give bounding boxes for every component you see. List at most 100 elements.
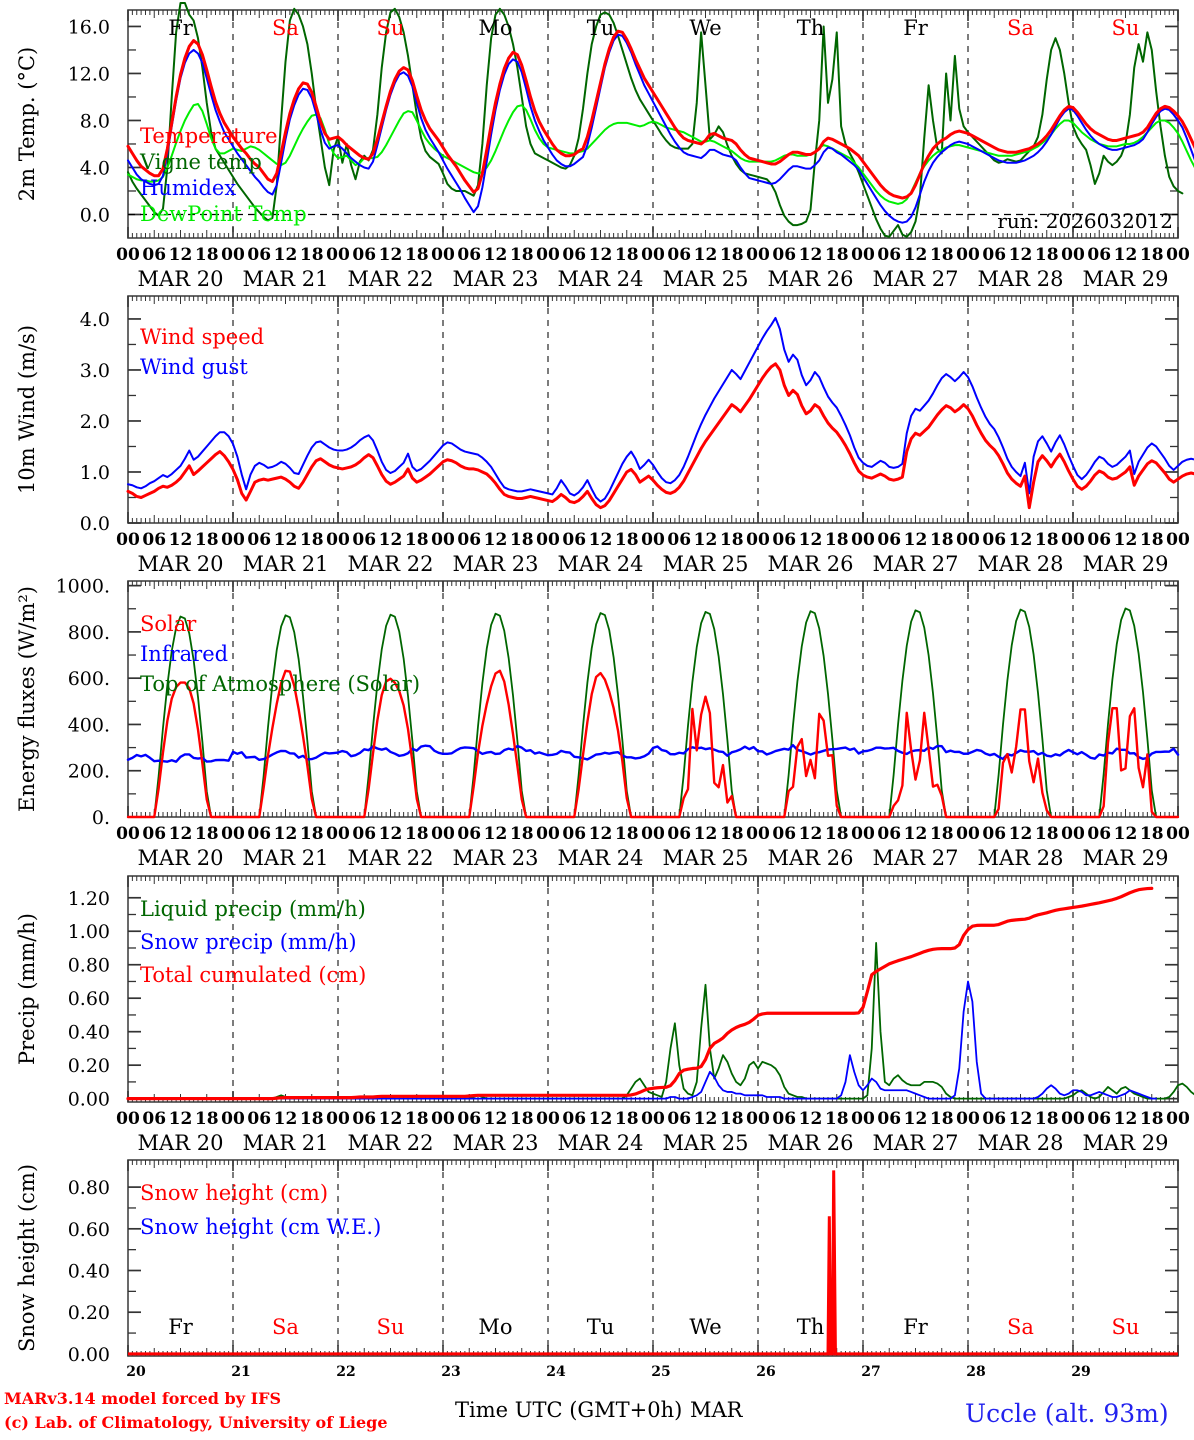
hour-tick-label: 12 <box>484 245 508 265</box>
hour-tick-label: 12 <box>799 1109 823 1129</box>
hour-tick-label: 00 <box>221 530 245 550</box>
hour-tick-label: 12 <box>589 245 613 265</box>
date-tick-label: MAR 27 <box>873 1131 959 1155</box>
hour-tick-label: 06 <box>562 824 586 844</box>
hour-tick-label: 00 <box>746 1109 770 1129</box>
weekday-label-bottom-1: Sa <box>272 1315 299 1339</box>
hour-tick-label: 00 <box>746 824 770 844</box>
weekday-label-top-4: Tu <box>587 16 615 40</box>
hour-tick-label: 00 <box>1166 1109 1190 1129</box>
hour-tick-label: 12 <box>379 530 403 550</box>
xaxis-labels-precip: 00 06 12 18 00 06 12 18 00 06 12 18 00 06 12 18 00 06 12 18… <box>116 1109 1190 1155</box>
day-number-20: 20 <box>126 1364 146 1380</box>
date-tick-label: MAR 25 <box>663 1131 749 1155</box>
ytick-label: 0.20 <box>68 1055 110 1077</box>
legend-item-wind-0: Wind speed <box>140 325 264 349</box>
hour-tick-label: 06 <box>457 530 481 550</box>
hour-tick-label: 06 <box>1087 824 1111 844</box>
xaxis-title: Time UTC (GMT+0h) <box>455 1398 682 1422</box>
hour-tick-label: 06 <box>562 530 586 550</box>
legend-item-precip-2: Total cumulated (cm) <box>140 963 366 987</box>
weekday-label-top-9: Su <box>1112 16 1140 40</box>
hour-tick-label: 12 <box>694 1109 718 1129</box>
hour-tick-label: 00 <box>956 824 980 844</box>
hour-tick-label: 00 <box>221 1109 245 1129</box>
date-tick-label: MAR 24 <box>558 1131 644 1155</box>
hour-tick-label: 00 <box>641 1109 665 1129</box>
ytick-label: 600. <box>68 668 110 690</box>
hour-tick-label: 12 <box>169 824 193 844</box>
weekday-label-top-6: Th <box>797 16 825 40</box>
hour-tick-label: 00 <box>221 824 245 844</box>
hour-tick-label: 12 <box>589 530 613 550</box>
ytick-label: 400. <box>68 714 110 736</box>
date-tick-label: MAR 24 <box>558 267 644 291</box>
hour-tick-label: 18 <box>930 824 954 844</box>
yaxis-title-precip: Precip (mm/h) <box>15 913 39 1065</box>
hour-tick-label: 06 <box>142 824 166 844</box>
weekday-label-bottom-9: Su <box>1112 1315 1140 1339</box>
ytick-label: 0.60 <box>68 988 110 1010</box>
station-label: Uccle (alt. 93m) <box>965 1399 1169 1428</box>
date-tick-label: MAR 22 <box>348 1131 434 1155</box>
hour-tick-label: 00 <box>746 245 770 265</box>
hour-tick-label: 06 <box>1087 1109 1111 1129</box>
date-tick-label: MAR 24 <box>558 552 644 576</box>
hour-tick-label: 06 <box>877 824 901 844</box>
ytick-label: 0.40 <box>68 1261 110 1283</box>
legend-item-energy-1: Infrared <box>140 642 228 666</box>
hour-tick-label: 00 <box>851 1109 875 1129</box>
hour-tick-label: 06 <box>982 530 1006 550</box>
hour-tick-label: 12 <box>799 824 823 844</box>
ytick-label: 0.20 <box>68 1302 110 1324</box>
day-number-27: 27 <box>861 1364 880 1380</box>
hour-tick-label: 18 <box>195 1109 219 1129</box>
hour-tick-label: 06 <box>142 530 166 550</box>
ytick-label: 800. <box>68 622 110 644</box>
hour-tick-label: 06 <box>667 824 691 844</box>
hour-tick-label: 18 <box>930 1109 954 1129</box>
day-number-21: 21 <box>231 1364 250 1380</box>
ytick-label: 1.20 <box>68 888 110 910</box>
series-temperature-temperature <box>126 29 1194 200</box>
hour-tick-label: 12 <box>799 530 823 550</box>
hour-tick-label: 12 <box>169 245 193 265</box>
date-tick-label: MAR 28 <box>978 267 1064 291</box>
hour-tick-label: 12 <box>589 824 613 844</box>
hour-tick-label: 00 <box>956 530 980 550</box>
hour-tick-label: 18 <box>720 824 744 844</box>
hour-tick-label: 12 <box>484 824 508 844</box>
weekday-label-bottom-4: Tu <box>587 1315 615 1339</box>
date-tick-label: MAR 23 <box>453 552 539 576</box>
weekday-label-top-2: Su <box>377 16 405 40</box>
xaxis-labels-energy: 00 06 12 18 00 06 12 18 00 06 12 18 00 06 12 18 00 06 12 18… <box>116 824 1190 870</box>
hour-tick-label: 12 <box>274 824 298 844</box>
date-tick-label: MAR 24 <box>558 846 644 870</box>
hour-tick-label: 06 <box>457 245 481 265</box>
hour-tick-label: 00 <box>116 1109 140 1129</box>
panel-temperature: 0.0 4.0 8.0 12.0 16.0 2m Temp. (°C) Temperatur… <box>15 1 1194 239</box>
hour-tick-label: 00 <box>641 824 665 844</box>
hour-tick-label: 00 <box>1166 245 1190 265</box>
ytick-label: 3.0 <box>80 360 110 382</box>
series-solar <box>126 669 1180 819</box>
hour-tick-label: 18 <box>825 1109 849 1129</box>
date-tick-label: MAR 28 <box>978 846 1064 870</box>
hour-tick-label: 00 <box>1061 245 1085 265</box>
weekday-label-bottom-2: Su <box>377 1315 405 1339</box>
hour-tick-label: 00 <box>1166 530 1190 550</box>
date-tick-label: MAR 25 <box>663 846 749 870</box>
day-number-23: 23 <box>441 1364 460 1380</box>
legend-item-temperature-0: Temperature <box>140 124 278 148</box>
ytick-label: 0.80 <box>68 1177 110 1199</box>
ytick-label: 200. <box>68 761 110 783</box>
date-tick-label: MAR 25 <box>663 552 749 576</box>
hour-tick-label: 00 <box>536 824 560 844</box>
legend-item-energy-2: Top of Atmosphere (Solar) <box>140 672 420 696</box>
hour-tick-label: 06 <box>457 1109 481 1129</box>
date-tick-label: MAR 22 <box>348 552 434 576</box>
ytick-label: 8.0 <box>80 110 110 132</box>
hour-tick-label: 18 <box>1035 824 1059 844</box>
yaxis-title-snow: Snow height (cm) <box>15 1164 39 1352</box>
